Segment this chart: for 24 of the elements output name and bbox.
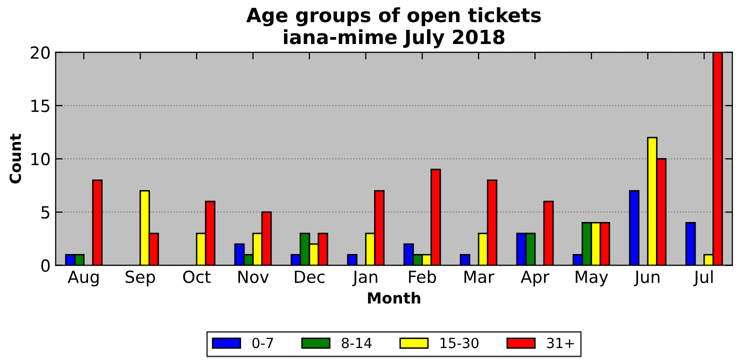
x-tick-label: Jan <box>352 270 378 286</box>
x-tick-label: Oct <box>183 270 211 284</box>
x-tick-label: Mar <box>464 270 494 284</box>
y-tick-label: 10 <box>31 152 50 166</box>
legend-label: 0-7 <box>252 338 274 348</box>
x-tick-label: Jun <box>634 270 660 286</box>
x-tick-label: Jul <box>693 270 713 286</box>
x-tick-label: May <box>576 270 608 286</box>
y-tick-label: 20 <box>30 46 50 59</box>
legend-label: 8-14 <box>342 338 372 348</box>
y-tick-label: 0 <box>41 259 50 272</box>
x-tick-label: Dec <box>294 270 325 284</box>
x-tick-label: Aug <box>68 270 99 286</box>
chart-title: Age groups of open tickets iana-mime July 2018 <box>246 7 541 48</box>
legend-label: 15-30 <box>440 338 478 348</box>
x-tick-label: Nov <box>238 270 269 284</box>
y-axis-title: Count <box>10 134 22 184</box>
y-tick-label: 5 <box>41 206 50 219</box>
y-tick-label: 15 <box>31 100 50 112</box>
x-tick-label: Feb <box>409 270 436 284</box>
x-tick-label: Sep <box>126 270 156 286</box>
x-axis-title: Month <box>368 292 420 304</box>
x-tick-label: Apr <box>520 270 550 286</box>
legend-label: 31+ <box>547 338 574 348</box>
